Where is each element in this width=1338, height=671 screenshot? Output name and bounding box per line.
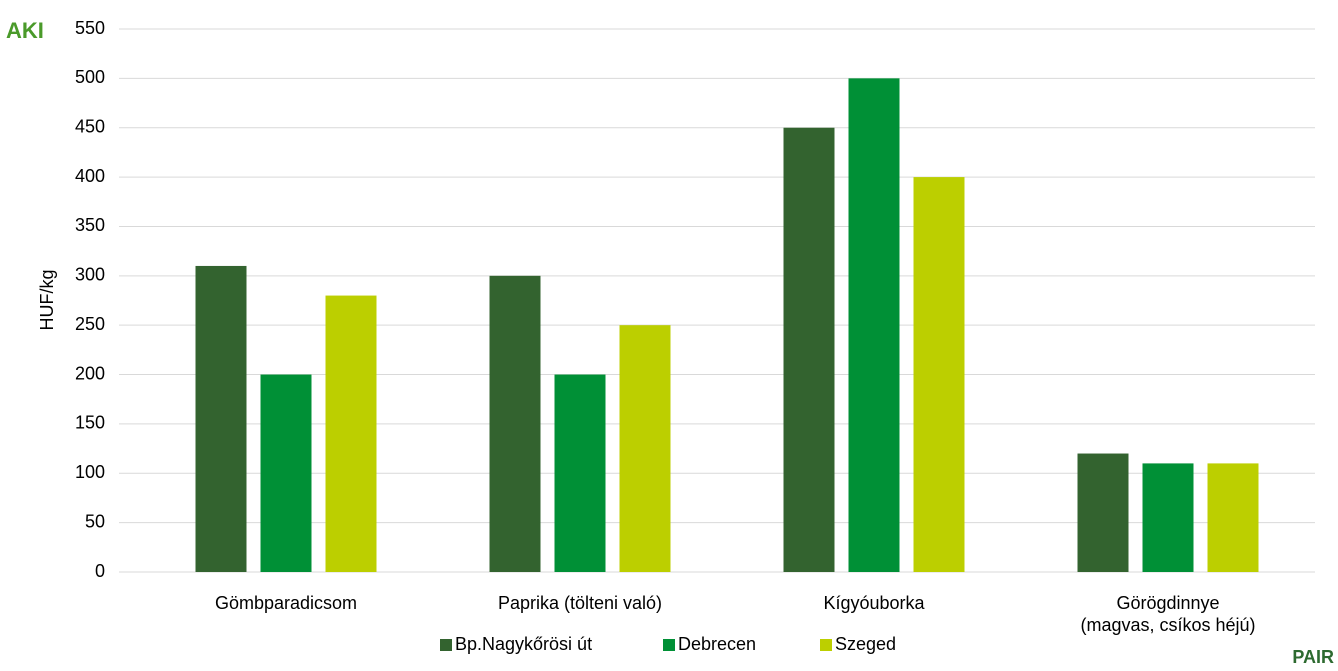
legend-swatch bbox=[440, 639, 452, 651]
logo: AKI bbox=[6, 18, 44, 43]
bar bbox=[913, 177, 965, 572]
bar bbox=[489, 275, 541, 572]
x-tick-label: Paprika (tölteni való) bbox=[497, 593, 663, 613]
y-tick-label: 50 bbox=[85, 511, 105, 531]
legend-label: Szeged bbox=[835, 634, 896, 654]
legend-label: Debrecen bbox=[678, 634, 756, 654]
legend-swatch bbox=[663, 639, 675, 651]
legend-swatch bbox=[820, 639, 832, 651]
y-tick-label: 550 bbox=[75, 18, 105, 38]
x-tick-label: Kígyóuborka bbox=[823, 593, 925, 613]
bar bbox=[260, 374, 312, 572]
bar bbox=[1077, 453, 1129, 572]
y-tick-label: 300 bbox=[75, 265, 105, 285]
bar bbox=[554, 374, 606, 572]
bar bbox=[325, 295, 377, 572]
bar bbox=[1142, 463, 1194, 572]
y-tick-label: 350 bbox=[75, 215, 105, 235]
bar bbox=[783, 127, 835, 573]
y-tick-label: 450 bbox=[75, 116, 105, 136]
y-tick-label: 0 bbox=[95, 561, 105, 581]
x-tick-label: Görögdinnye (magvas, csíkos héjú) bbox=[1080, 593, 1256, 635]
y-tick-label: 150 bbox=[75, 413, 105, 433]
legend-label: Bp.Nagykőrösi út bbox=[455, 634, 592, 654]
bar bbox=[848, 78, 900, 572]
y-tick-label: 500 bbox=[75, 67, 105, 87]
y-axis-label: HUF/kg bbox=[37, 269, 57, 330]
bar bbox=[195, 265, 247, 572]
y-tick-label: 250 bbox=[75, 314, 105, 334]
y-tick-label: 200 bbox=[75, 363, 105, 383]
bar bbox=[1207, 463, 1259, 572]
x-tick-label: Gömbparadicsom bbox=[214, 593, 358, 613]
y-tick-label: 100 bbox=[75, 462, 105, 482]
logo: PAIR bbox=[1292, 647, 1334, 667]
y-tick-label: 400 bbox=[75, 166, 105, 186]
bar bbox=[619, 325, 671, 572]
